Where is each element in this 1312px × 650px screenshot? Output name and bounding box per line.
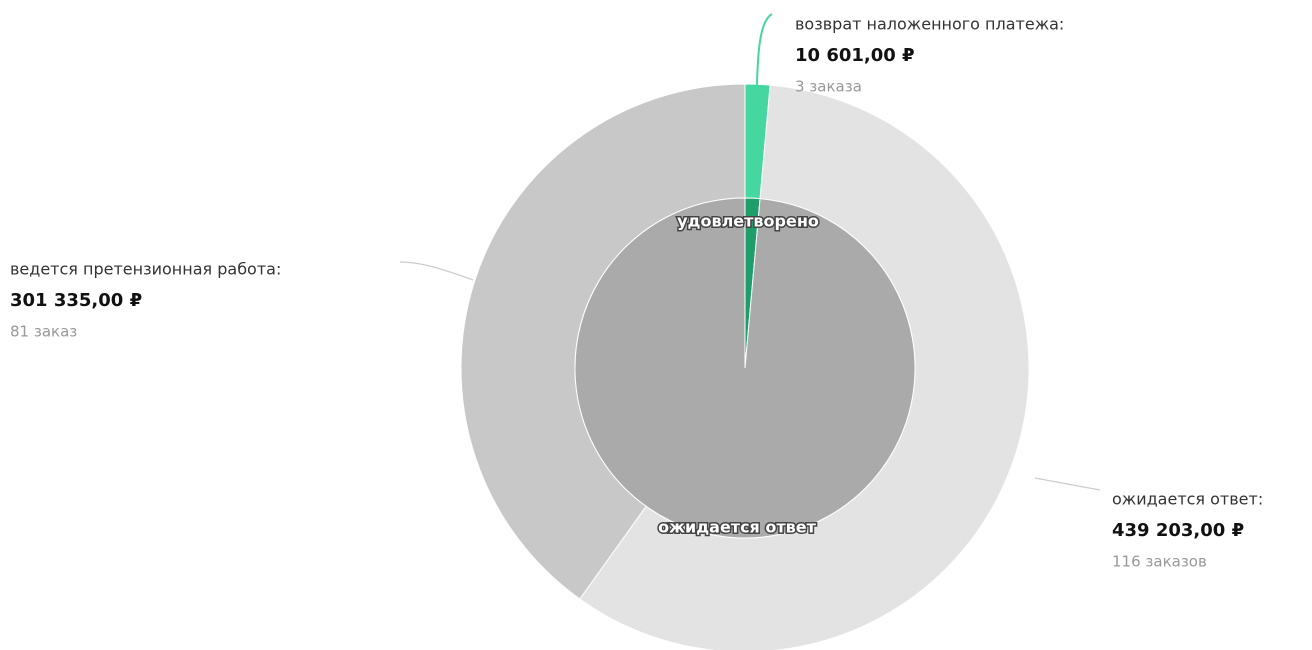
inner-slice — [574, 197, 916, 539]
inner-label: удовлетворено — [677, 212, 819, 231]
slice-count: 3 заказа — [795, 78, 862, 96]
inner-label: ожидается ответ — [658, 518, 817, 537]
slice-value: 301 335,00 ₽ — [10, 290, 142, 311]
slice-name: ожидается ответ: — [1112, 490, 1263, 509]
leader-line — [399, 261, 474, 281]
slice-value: 10 601,00 ₽ — [795, 45, 915, 66]
slice-name: ведется претензионная работа: — [10, 260, 281, 279]
slice-count: 81 заказ — [10, 323, 77, 341]
leader-line — [756, 13, 773, 86]
leader-line — [1034, 477, 1101, 491]
slice-name: возврат наложенного платежа: — [795, 15, 1064, 34]
slice-count: 116 заказов — [1112, 553, 1207, 571]
slice-value: 439 203,00 ₽ — [1112, 520, 1244, 541]
